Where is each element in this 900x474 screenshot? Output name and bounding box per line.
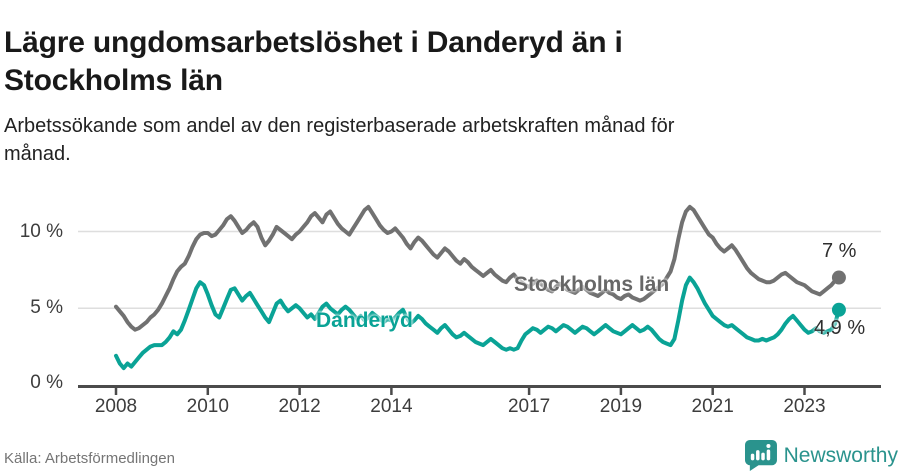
x-tick-label: 2014 — [370, 396, 413, 417]
y-tick-label-0: 0 % — [30, 372, 63, 393]
end-value-danderyd: 4,9 % — [814, 317, 866, 339]
y-tick-label-10: 10 % — [19, 221, 63, 242]
series-line-stockholms-lan — [114, 204, 841, 332]
x-tick-label: 2019 — [600, 396, 642, 417]
brand-name: Newsworthy — [783, 444, 898, 467]
gridlines — [78, 230, 881, 310]
end-dot-danderyd — [831, 302, 846, 317]
x-tick-label: 2023 — [783, 396, 825, 417]
x-tick-labels: 2008 2010 2012 2014 2017 2019 2021 2023 — [95, 396, 826, 417]
source-note: Källa: Arbetsförmedlingen — [4, 450, 175, 467]
y-tick-label-5: 5 % — [30, 297, 63, 318]
series-label-stockholms-lan: Stockholms län — [514, 273, 670, 296]
x-tick-label: 2021 — [692, 396, 734, 417]
x-tick-label: 2010 — [187, 396, 229, 417]
page-subtitle: Arbetssökande som andel av den registerb… — [4, 115, 675, 165]
brand-link[interactable]: Newsworthy — [744, 440, 898, 471]
end-dot-stockholms-lan — [831, 270, 846, 285]
series-label-danderyd: Danderyd — [316, 309, 413, 332]
page-title: Lägre ungdomsarbetslöshet i Danderyd än … — [4, 26, 623, 98]
x-tick-label: 2017 — [508, 396, 550, 417]
series-lines — [114, 204, 846, 371]
x-axis — [78, 385, 881, 395]
newsworthy-logo-icon — [744, 440, 777, 471]
end-value-stockholms-lan: 7 % — [822, 240, 857, 262]
series-line-danderyd — [114, 275, 841, 371]
x-tick-label: 2008 — [95, 396, 137, 417]
x-tick-label: 2012 — [278, 396, 320, 417]
